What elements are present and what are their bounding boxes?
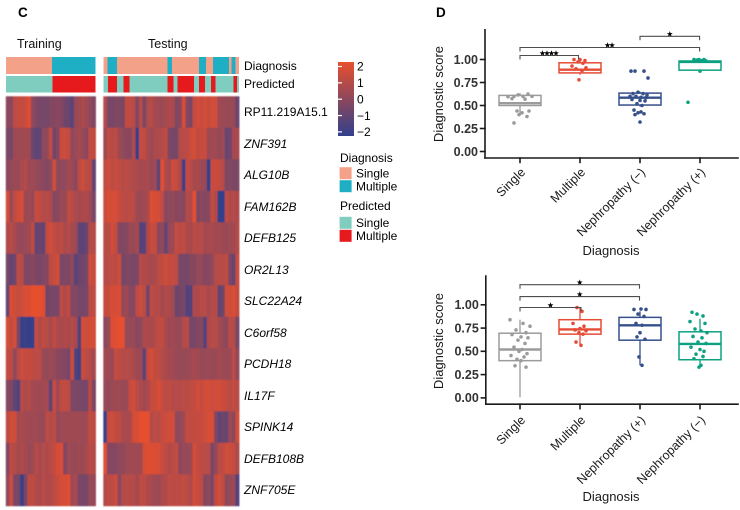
svg-text:0.25: 0.25 [454, 122, 478, 136]
svg-text:ALG10B: ALG10B [243, 168, 289, 182]
svg-text:RP11.219A15.1: RP11.219A15.1 [244, 105, 328, 119]
svg-text:C6orf58: C6orf58 [244, 326, 287, 340]
svg-text:Single: Single [356, 167, 390, 181]
svg-text:Testing: Testing [148, 37, 188, 51]
svg-text:Diagnosis: Diagnosis [582, 243, 640, 258]
svg-text:−1: −1 [357, 109, 371, 123]
svg-text:OR2L13: OR2L13 [244, 263, 289, 277]
svg-text:SPINK14: SPINK14 [244, 420, 294, 434]
svg-text:Diagnosis: Diagnosis [244, 59, 297, 73]
svg-text:DEFB108B: DEFB108B [244, 452, 304, 466]
svg-text:0.75: 0.75 [454, 321, 478, 335]
svg-text:Diagnostic score: Diagnostic score [431, 46, 446, 142]
svg-text:FAM162B: FAM162B [244, 200, 296, 214]
svg-text:PCDH18: PCDH18 [244, 357, 292, 371]
svg-text:1.00: 1.00 [454, 53, 478, 67]
svg-text:Multiple: Multiple [356, 180, 398, 194]
svg-text:0.50: 0.50 [454, 345, 478, 359]
svg-text:DEFB125: DEFB125 [244, 231, 296, 245]
svg-text:ZNF705E: ZNF705E [243, 483, 296, 497]
svg-text:0.00: 0.00 [454, 145, 478, 159]
svg-text:Diagnostic score: Diagnostic score [431, 293, 446, 389]
svg-text:Multiple: Multiple [356, 229, 398, 243]
svg-text:0: 0 [357, 92, 364, 106]
svg-text:Diagnosis: Diagnosis [582, 489, 640, 504]
svg-text:0.50: 0.50 [454, 99, 478, 113]
svg-text:Single: Single [356, 216, 390, 230]
svg-text:1.00: 1.00 [454, 298, 478, 312]
svg-text:1: 1 [357, 76, 364, 90]
svg-text:0.75: 0.75 [454, 76, 478, 90]
svg-text:Training: Training [17, 37, 62, 51]
svg-text:−2: −2 [357, 125, 371, 139]
svg-text:C: C [18, 5, 28, 20]
svg-text:Predicted: Predicted [340, 199, 391, 213]
svg-text:2: 2 [357, 60, 364, 74]
svg-text:Predicted: Predicted [244, 77, 295, 91]
svg-text:Diagnosis: Diagnosis [340, 151, 393, 165]
svg-text:IL17F: IL17F [244, 389, 275, 403]
svg-text:0.25: 0.25 [454, 368, 478, 382]
svg-text:D: D [436, 5, 446, 20]
svg-text:ZNF391: ZNF391 [243, 137, 287, 151]
svg-text:0.00: 0.00 [454, 391, 478, 405]
svg-text:SLC22A24: SLC22A24 [244, 294, 302, 308]
